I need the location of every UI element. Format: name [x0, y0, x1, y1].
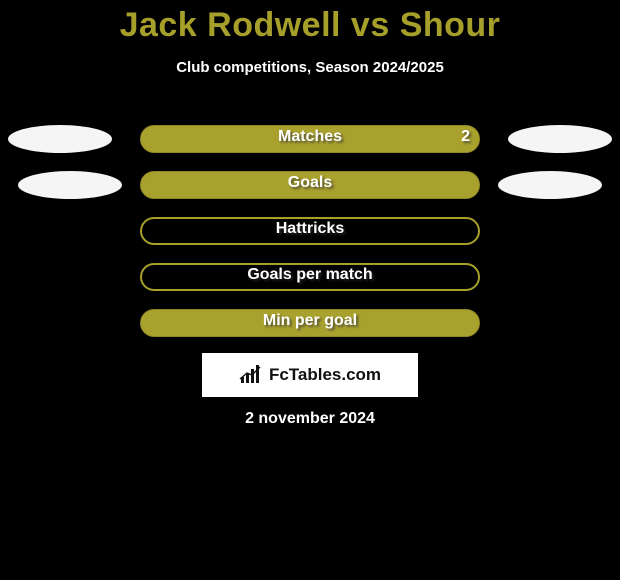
left-value-ellipse: [18, 171, 122, 199]
stat-bar: [140, 309, 480, 337]
stats-rows: Matches 2 Goals Hattricks Goals per matc…: [0, 116, 620, 346]
stat-row-min-per-goal: Min per goal: [0, 300, 620, 346]
stat-bar: [140, 171, 480, 199]
right-value-ellipse: [508, 125, 612, 153]
logo-content: FcTables.com: [239, 365, 381, 385]
stat-row-goals: Goals: [0, 162, 620, 208]
page-subtitle: Club competitions, Season 2024/2025: [0, 59, 620, 76]
stat-row-hattricks: Hattricks: [0, 208, 620, 254]
right-value-ellipse: [498, 171, 602, 199]
stat-bar: [140, 217, 480, 245]
page-title: Jack Rodwell vs Shour: [0, 0, 620, 45]
bar-chart-icon: [239, 365, 263, 385]
branding-logo: FcTables.com: [202, 353, 418, 397]
stat-bar: [140, 125, 480, 153]
stat-row-goals-per-match: Goals per match: [0, 254, 620, 300]
stat-row-matches: Matches 2: [0, 116, 620, 162]
logo-text: FcTables.com: [269, 365, 381, 385]
stat-value-right: 2: [461, 128, 470, 146]
footer-date: 2 november 2024: [0, 410, 620, 428]
stat-bar: [140, 263, 480, 291]
stats-infographic: Jack Rodwell vs Shour Club competitions,…: [0, 0, 620, 580]
left-value-ellipse: [8, 125, 112, 153]
